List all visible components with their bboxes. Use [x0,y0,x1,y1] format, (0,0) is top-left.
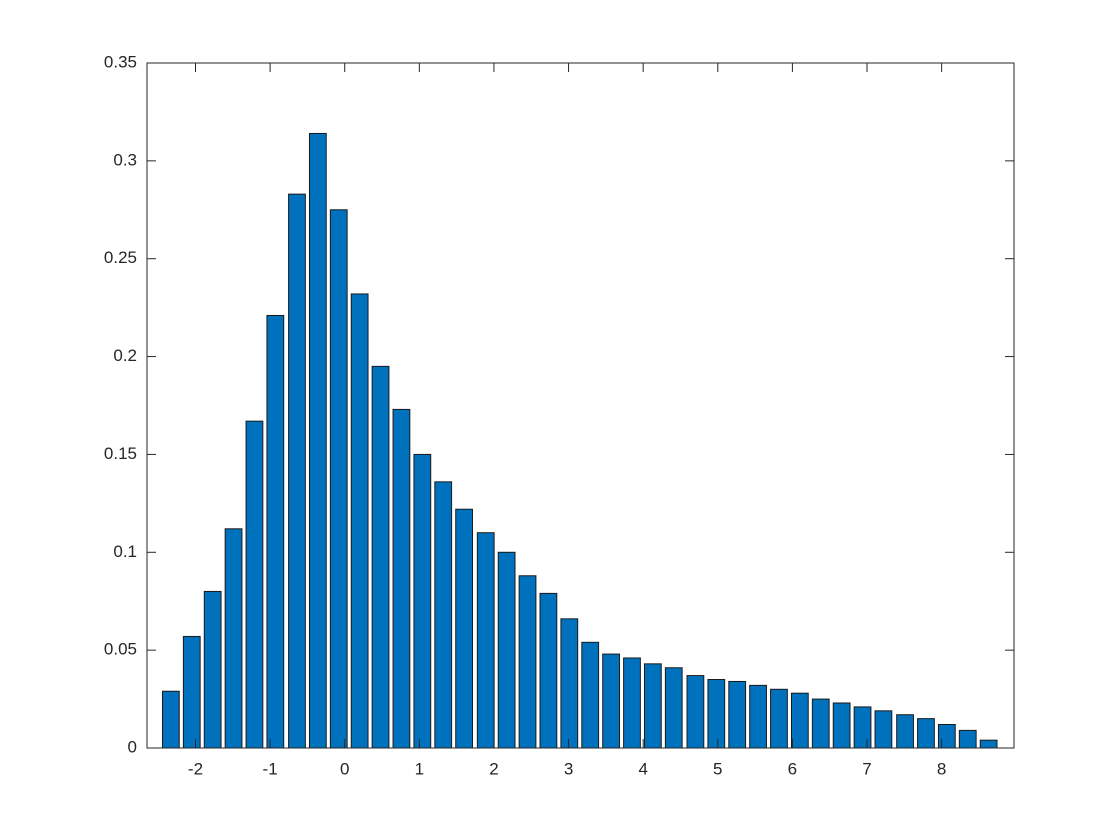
bar [749,684,767,749]
x-tick-label: 4 [638,759,647,778]
y-tick-label: 0.3 [113,150,137,169]
bar [560,618,579,749]
y-tick-label: 0.25 [104,248,137,267]
bar [329,209,348,749]
bar [161,690,180,749]
bar [602,653,620,749]
x-tick-label: 3 [564,759,573,778]
bar [643,663,662,749]
x-tick-label: 2 [489,759,498,778]
x-tick-label: 1 [415,759,424,778]
bar [182,635,201,749]
bar [917,718,935,749]
x-tick-label: 0 [340,759,349,778]
bar [581,641,600,749]
bar [979,739,998,749]
y-tick-label: 0.15 [104,444,137,463]
bar [455,508,473,749]
y-tick-label: 0 [128,737,137,756]
bar [371,365,390,749]
bar [308,132,327,749]
bar [896,714,914,749]
bar [392,408,411,749]
x-tick-label: 7 [862,759,871,778]
bar [476,532,495,749]
bar [874,710,893,749]
bar [707,679,726,749]
bar [266,314,285,749]
bar [288,193,306,749]
bar [832,702,851,749]
bar [413,453,432,749]
axes-box [146,62,1015,749]
bar [245,420,264,749]
y-tick-label: 0.2 [113,346,137,365]
x-tick-label: -2 [188,759,203,778]
bar [958,729,977,749]
bar [497,551,516,749]
bar [224,528,243,749]
x-tick-label: 5 [713,759,722,778]
y-tick-label: 0.1 [113,542,137,561]
bar [518,575,537,749]
y-tick-label: 0.35 [104,52,137,71]
bar [203,590,222,749]
bar [539,592,558,749]
bar [728,680,747,749]
x-tick-label: 6 [788,759,797,778]
bar [350,293,369,749]
bar [623,657,641,749]
bar [434,481,453,749]
bar [811,698,830,749]
bar [686,675,705,749]
bar [790,692,809,749]
x-tick-label: 8 [937,759,946,778]
bar [664,667,683,749]
bar [937,724,956,749]
bar [770,688,788,749]
x-tick-label: -1 [263,759,278,778]
y-tick-label: 0.05 [104,640,137,659]
bar [853,706,872,749]
